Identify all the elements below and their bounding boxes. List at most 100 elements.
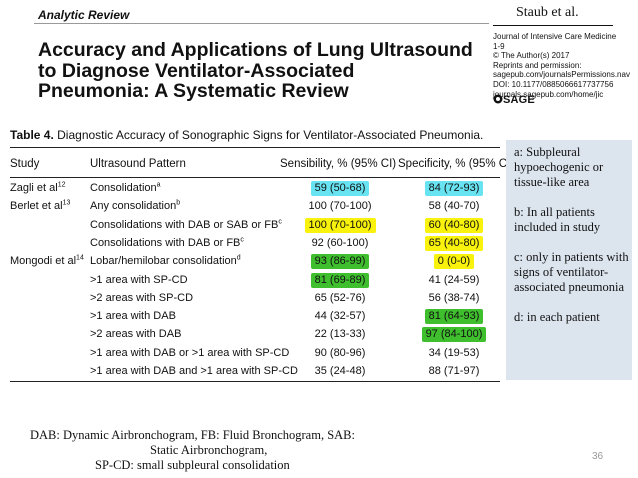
pattern-text: Lobar/hemilobar consolidation [90, 255, 237, 267]
sensibility-cell: 81 (69-89) [285, 272, 395, 288]
specificity-cell: 88 (71-97) [399, 363, 509, 379]
specificity-cell: 60 (40-80) [399, 217, 509, 233]
sensibility-cell-value: 22 (13-33) [314, 328, 366, 340]
title-line: to Diagnose Ventilator-Associated [38, 59, 355, 82]
specificity-cell-value: 58 (40-70) [428, 200, 480, 212]
specificity-cell: 84 (72-93) [399, 180, 509, 196]
table-rule-top [10, 147, 500, 148]
sensibility-cell: 59 (50-68) [285, 180, 395, 196]
specificity-cell: 65 (40-80) [399, 235, 509, 251]
study-reference: 13 [62, 199, 71, 207]
pattern-footnote-marker: d [236, 254, 241, 262]
note-c: c: only in patients with signs of ventil… [514, 250, 629, 294]
specificity-cell-value: 65 (40-80) [424, 236, 484, 251]
pattern-text: >1 area with DAB and >1 area with SP-CD [90, 365, 298, 377]
study-cell: Berlet et al13 [10, 198, 70, 214]
notes-panel [506, 140, 632, 380]
title-line: Accuracy and Applications of Lung Ultras… [38, 39, 473, 61]
header-specificity: Specificity, % (95% CI) [398, 158, 515, 170]
pattern-cell: >1 area with DAB or >1 area with SP-CD [90, 345, 289, 361]
header-sensibility: Sensibility, % (95% CI) [280, 158, 397, 170]
sensibility-cell-value: 44 (32-57) [314, 310, 366, 322]
pattern-cell: >1 area with DAB and >1 area with SP-CD [90, 363, 298, 379]
sensibility-cell-value: 35 (24-48) [314, 365, 366, 377]
table-label: Table 4. [10, 128, 54, 142]
sensibility-cell-value: 59 (50-68) [310, 181, 370, 196]
notes-list: a: Subpleural hypoechogenic or tissue-li… [514, 145, 632, 325]
sensibility-cell: 93 (86-99) [285, 253, 395, 269]
sensibility-cell: 22 (13-33) [285, 326, 395, 342]
pattern-cell: Consolidations with DAB or FBc [90, 235, 244, 251]
article-title: Accuracy and Applications of Lung Ultras… [38, 40, 493, 102]
pattern-cell: >1 area with SP-CD [90, 272, 188, 288]
sensibility-cell-value: 100 (70-100) [304, 218, 376, 233]
permissions-link: sagepub.com/journalsPermissions.nav [493, 70, 630, 80]
header-divider [34, 23, 489, 24]
specificity-cell-value: 97 (84-100) [421, 327, 487, 342]
header-pattern: Ultrasound Pattern [90, 158, 186, 170]
sensibility-cell: 90 (80-96) [285, 345, 395, 361]
specificity-cell: 58 (40-70) [399, 198, 509, 214]
pattern-text: >1 area with SP-CD [90, 274, 188, 286]
sensibility-cell: 92 (60-100) [285, 235, 395, 251]
specificity-cell-value: 34 (19-53) [428, 347, 480, 359]
copyright: © The Author(s) 2017 [493, 51, 570, 61]
note-b: b: In all patients included in study [514, 205, 601, 234]
pattern-text: Consolidation [90, 182, 157, 194]
table-rule-header [10, 177, 500, 178]
author-underline [493, 25, 613, 26]
abbreviations-footnote: DAB: Dynamic Airbronchogram, FB: Fluid B… [30, 428, 470, 473]
sensibility-cell: 100 (70-100) [285, 217, 395, 233]
doi: DOI: 10.1177/0885066617737756 [493, 79, 614, 89]
journal-info: Journal of Intensive Care Medicine 1-9 ©… [493, 32, 638, 99]
pattern-cell: Consolidations with DAB or SAB or FBc [90, 217, 282, 233]
pattern-cell: >2 areas with DAB [90, 326, 181, 342]
author-label: Staub et al. [516, 5, 579, 20]
sage-logo: SAGE [493, 94, 535, 106]
pattern-text: Any consolidation [90, 200, 177, 212]
note-d: d: in each patient [514, 310, 600, 324]
table-caption-text: Diagnostic Accuracy of Sonographic Signs… [57, 128, 484, 142]
section-label: Analytic Review [38, 8, 130, 22]
sensibility-cell-value: 81 (69-89) [310, 273, 370, 288]
specificity-cell-value: 81 (64-93) [424, 309, 484, 324]
sage-logo-icon [493, 94, 503, 104]
sensibility-cell-value: 90 (80-96) [314, 347, 366, 359]
sensibility-cell-value: 100 (70-100) [308, 200, 372, 212]
footnote-line: DAB: Dynamic Airbronchogram, FB: Fluid B… [30, 428, 355, 442]
pattern-footnote-marker: c [240, 236, 244, 244]
pattern-cell: Consolidationa [90, 180, 161, 196]
pattern-cell: >2 areas with SP-CD [90, 290, 193, 306]
specificity-cell-value: 41 (24-59) [428, 274, 480, 286]
pattern-cell: >1 area with DAB [90, 308, 176, 324]
specificity-cell-value: 84 (72-93) [424, 181, 484, 196]
study-name: Mongodi et al [10, 255, 77, 267]
specificity-cell: 34 (19-53) [399, 345, 509, 361]
reprints-label: Reprints and permission: [493, 60, 582, 70]
pattern-text: Consolidations with DAB or SAB or FB [90, 219, 279, 231]
table-caption: Table 4. Diagnostic Accuracy of Sonograp… [10, 128, 495, 142]
sensibility-cell: 35 (24-48) [285, 363, 395, 379]
journal-name: Journal of Intensive Care Medicine [493, 32, 617, 41]
title-line: Pneumonia: A Systematic Review [38, 80, 349, 102]
sensibility-cell: 44 (32-57) [285, 308, 395, 324]
specificity-cell: 56 (38-74) [399, 290, 509, 306]
pattern-text: >1 area with DAB [90, 310, 176, 322]
sensibility-cell-value: 93 (86-99) [310, 254, 370, 269]
pattern-footnote-marker: a [156, 181, 161, 189]
page-number: 36 [592, 451, 604, 462]
sensibility-cell-value: 65 (52-76) [314, 292, 366, 304]
specificity-cell-value: 0 (0-0) [433, 254, 475, 269]
specificity-cell: 41 (24-59) [399, 272, 509, 288]
pattern-cell: Any consolidationb [90, 198, 180, 214]
table-rule-bottom [10, 381, 500, 382]
pattern-text: Consolidations with DAB or FB [90, 237, 241, 249]
study-name: Zagli et al [10, 182, 58, 194]
specificity-cell-value: 88 (71-97) [428, 365, 480, 377]
specificity-cell: 97 (84-100) [399, 326, 509, 342]
study-reference: 12 [57, 181, 66, 189]
specificity-cell-value: 56 (38-74) [428, 292, 480, 304]
pattern-text: >2 areas with DAB [90, 328, 182, 340]
study-cell: Mongodi et al14 [10, 253, 84, 269]
header-study: Study [10, 158, 40, 170]
